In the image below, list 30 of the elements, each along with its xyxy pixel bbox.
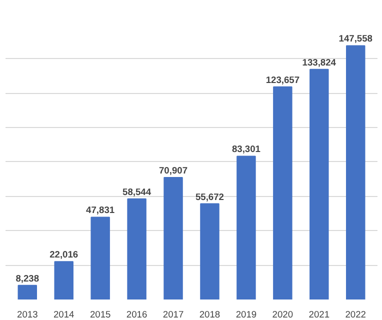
data-label: 47,831 (86, 205, 115, 216)
data-label: 70,907 (159, 166, 188, 176)
x-tick-label: 2022 (345, 310, 366, 320)
bar (18, 284, 37, 300)
data-label: 8,238 (16, 273, 40, 284)
x-tick-label: 2019 (236, 310, 257, 320)
bar (90, 216, 110, 300)
x-tick-label: 2014 (53, 310, 74, 320)
bar (127, 198, 146, 300)
bar (164, 177, 183, 300)
x-tick-label: 2013 (17, 310, 38, 320)
bar (200, 203, 220, 300)
x-tick-label: 2016 (126, 310, 148, 320)
data-label: 123,657 (266, 74, 300, 85)
x-tick-label: 2021 (308, 310, 330, 320)
data-label: 22,016 (50, 250, 78, 260)
x-tick-label: 2017 (162, 310, 184, 320)
bar (54, 261, 74, 300)
data-label: 147,558 (338, 34, 372, 44)
bar (310, 68, 329, 300)
bar (236, 156, 256, 300)
bar (346, 45, 366, 300)
data-label: 133,824 (302, 57, 337, 68)
x-tick-label: 2015 (90, 310, 111, 320)
data-label: 58,544 (122, 186, 152, 197)
data-label: 83,301 (232, 144, 260, 154)
x-tick-label: 2020 (272, 310, 294, 320)
bar (273, 86, 292, 300)
x-tick-label: 2018 (199, 310, 220, 320)
data-label: 55,672 (195, 192, 224, 202)
